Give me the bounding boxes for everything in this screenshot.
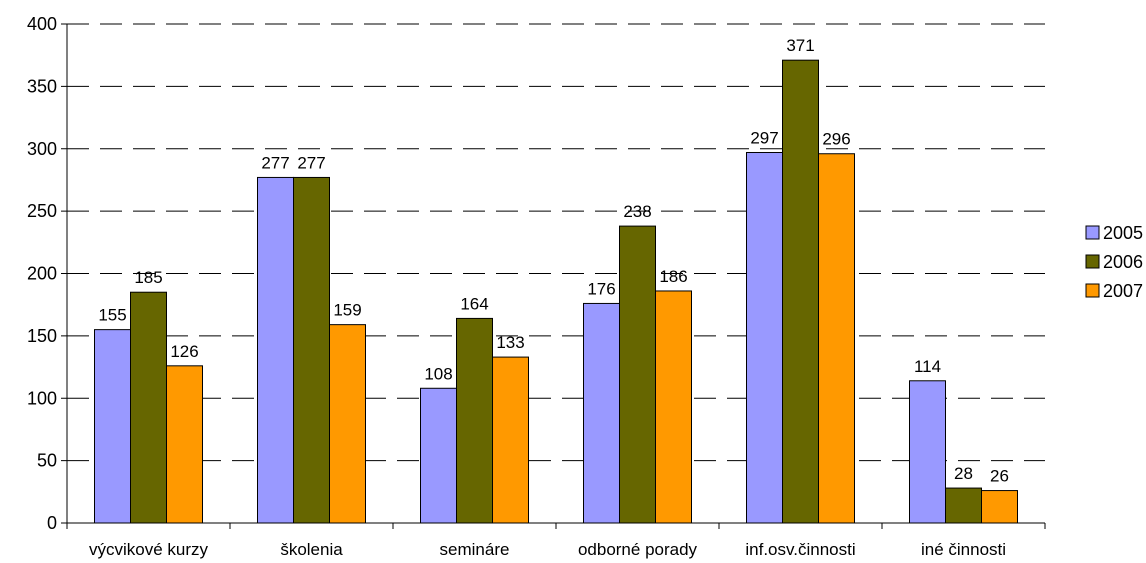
- legend-label: 2007: [1103, 281, 1143, 301]
- x-category-label: výcvikové kurzy: [89, 540, 209, 559]
- data-label: 186: [659, 267, 687, 286]
- data-label: 133: [496, 333, 524, 352]
- bar-2007: [818, 153, 855, 524]
- bar-2005: [746, 151, 783, 524]
- data-label: 297: [750, 128, 778, 147]
- y-tick-label: 250: [27, 201, 57, 221]
- y-tick-label: 350: [27, 76, 57, 96]
- x-category-label: odborné porady: [578, 540, 698, 559]
- bar-2007: [166, 365, 203, 524]
- y-tick-label: 400: [27, 14, 57, 34]
- bar-2005: [583, 302, 620, 524]
- data-label: 277: [297, 153, 325, 172]
- legend-swatch-2007: [1085, 283, 1100, 298]
- bar-2005: [420, 387, 457, 524]
- data-label: 238: [623, 202, 651, 221]
- bar-2007: [981, 490, 1018, 524]
- data-label: 296: [822, 130, 850, 149]
- data-label: 114: [914, 357, 941, 376]
- data-label: 159: [333, 301, 361, 320]
- y-tick-label: 50: [37, 451, 57, 471]
- bar-2006: [456, 317, 493, 524]
- bar-2007: [492, 356, 529, 524]
- y-tick-label: 300: [27, 139, 57, 159]
- data-label: 26: [990, 467, 1009, 486]
- bar-2006: [130, 291, 167, 524]
- gridlines: [67, 23, 1045, 462]
- data-label: 108: [424, 364, 452, 383]
- legend-swatch-2006: [1085, 254, 1100, 269]
- y-tick-label: 100: [27, 388, 57, 408]
- data-label: 176: [587, 279, 615, 298]
- axes: 0 50 100 150 200 250 300 350 400 výcvikové kurzy š…: [27, 14, 1046, 559]
- x-category-label: inf.osv.činnosti: [745, 540, 855, 559]
- y-tick-label: 0: [47, 513, 57, 533]
- data-label: 164: [460, 294, 488, 313]
- data-labels: 155 185 126 277 277 159 108 164 133 176 238 186 297 3…: [98, 36, 1009, 485]
- x-category-label: semináre: [440, 540, 510, 559]
- data-label: 28: [954, 464, 973, 483]
- bar-2006: [619, 225, 656, 524]
- bar-2007: [329, 324, 366, 524]
- bar-2005: [909, 380, 946, 524]
- bar-2006: [945, 487, 982, 524]
- bars: [94, 59, 1018, 524]
- bar-2006: [782, 59, 819, 524]
- data-label: 185: [134, 268, 162, 287]
- data-label: 277: [261, 153, 289, 172]
- bar-2005: [94, 329, 131, 524]
- data-label: 126: [170, 342, 198, 361]
- bar-2007: [655, 290, 692, 524]
- legend-swatch-2005: [1085, 225, 1100, 240]
- x-category-label: iné činnosti: [921, 540, 1006, 559]
- y-tick-label: 200: [27, 264, 57, 284]
- legend-label: 2006: [1103, 252, 1143, 272]
- data-label: 371: [786, 36, 814, 55]
- data-label: 155: [98, 306, 126, 325]
- legend: 2005 2006 2007: [1085, 223, 1143, 301]
- bar-2005: [257, 176, 294, 524]
- legend-label: 2005: [1103, 223, 1143, 243]
- x-category-label: školenia: [280, 540, 343, 559]
- bar-2006: [293, 176, 330, 524]
- y-tick-label: 150: [27, 326, 57, 346]
